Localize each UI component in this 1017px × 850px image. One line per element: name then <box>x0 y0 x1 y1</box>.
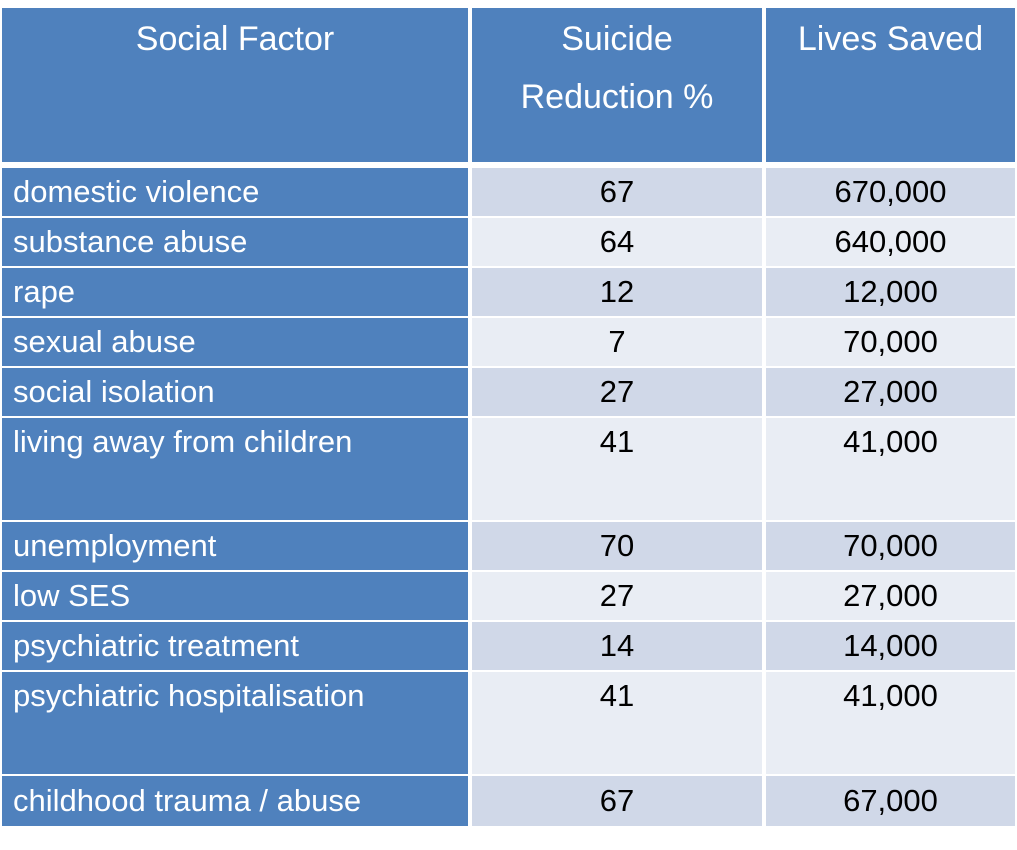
factor-cell: low SES <box>2 572 468 620</box>
header-suicide-reduction-line1: Suicide <box>561 20 673 58</box>
reduction-cell: 41 <box>472 672 762 774</box>
header-suicide-reduction-line2: Reduction % <box>520 78 714 116</box>
reduction-cell: 27 <box>472 368 762 416</box>
table-row: low SES 27 27,000 <box>0 572 1017 620</box>
table-row: childhood trauma / abuse 67 67,000 <box>0 776 1017 826</box>
header-social-factor: Social Factor <box>2 8 468 162</box>
table-row: substance abuse 64 640,000 <box>0 218 1017 266</box>
lives-cell: 12,000 <box>766 268 1015 316</box>
factor-cell: psychiatric hospitalisation <box>2 672 468 774</box>
factor-cell: unemployment <box>2 522 468 570</box>
table-row: psychiatric treatment 14 14,000 <box>0 622 1017 670</box>
reduction-cell: 12 <box>472 268 762 316</box>
factor-cell: living away from children <box>2 418 468 520</box>
reduction-cell: 14 <box>472 622 762 670</box>
header-suicide-reduction: Suicide Reduction % <box>472 8 762 162</box>
lives-cell: 41,000 <box>766 672 1015 774</box>
reduction-cell: 70 <box>472 522 762 570</box>
factor-cell: psychiatric treatment <box>2 622 468 670</box>
table-header-row: Social Factor Suicide Reduction % Lives … <box>0 8 1017 162</box>
factor-cell: substance abuse <box>2 218 468 266</box>
lives-cell: 670,000 <box>766 168 1015 216</box>
lives-cell: 27,000 <box>766 572 1015 620</box>
lives-cell: 41,000 <box>766 418 1015 520</box>
header-social-factor-label: Social Factor <box>135 20 335 58</box>
header-lives-saved-label: Lives Saved <box>797 20 984 58</box>
factor-cell: domestic violence <box>2 168 468 216</box>
reduction-cell: 64 <box>472 218 762 266</box>
table-row: social isolation 27 27,000 <box>0 368 1017 416</box>
lives-cell: 14,000 <box>766 622 1015 670</box>
table-row: rape 12 12,000 <box>0 268 1017 316</box>
factor-cell: rape <box>2 268 468 316</box>
reduction-cell: 41 <box>472 418 762 520</box>
factor-cell: social isolation <box>2 368 468 416</box>
table-row: psychiatric hospitalisation 41 41,000 <box>0 672 1017 774</box>
table-row: living away from children 41 41,000 <box>0 418 1017 520</box>
lives-cell: 70,000 <box>766 318 1015 366</box>
lives-cell: 67,000 <box>766 776 1015 826</box>
factor-cell: childhood trauma / abuse <box>2 776 468 826</box>
lives-cell: 640,000 <box>766 218 1015 266</box>
lives-cell: 70,000 <box>766 522 1015 570</box>
table-row: sexual abuse 7 70,000 <box>0 318 1017 366</box>
lives-cell: 27,000 <box>766 368 1015 416</box>
factor-cell: sexual abuse <box>2 318 468 366</box>
table-row: domestic violence 67 670,000 <box>0 168 1017 216</box>
header-lives-saved: Lives Saved <box>766 8 1015 162</box>
reduction-cell: 27 <box>472 572 762 620</box>
table-row: unemployment 70 70,000 <box>0 522 1017 570</box>
reduction-cell: 7 <box>472 318 762 366</box>
reduction-cell: 67 <box>472 168 762 216</box>
reduction-cell: 67 <box>472 776 762 826</box>
